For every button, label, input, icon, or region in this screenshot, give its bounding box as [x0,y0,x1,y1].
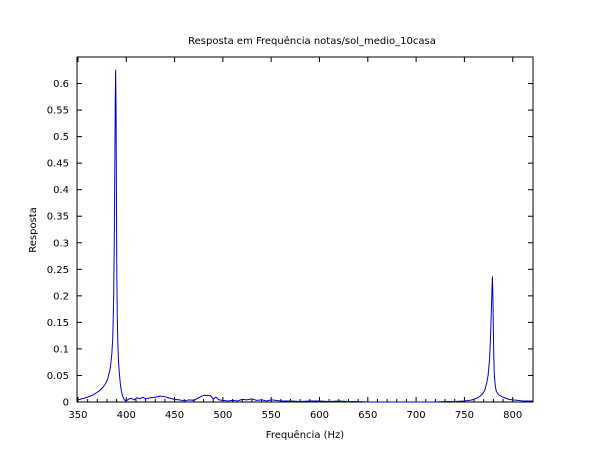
y-tick-label: 0.55 [47,106,69,117]
y-tick-label: 0.3 [53,238,69,249]
x-tick-label: 550 [262,410,281,421]
x-tick-label: 750 [455,410,474,421]
x-tick-label: 650 [358,410,377,421]
y-tick-label: 0.1 [53,344,69,355]
x-tick-label: 600 [310,410,329,421]
y-axis-ticks: 0 0.05 0.1 0.15 0.2 0.25 0.3 0.35 0.4 0.45 0.5 0.55… [47,79,533,409]
plot-area: 350 400 450 500 550 600 650 700 750 800 00.050.10… [47,56,534,421]
y-tick-label: 0.05 [47,371,69,382]
y-tick-label: 0 [63,398,69,409]
series-layer [76,69,533,403]
x-tick-label: 450 [165,410,184,421]
y-tick-label: 0.35 [47,212,69,223]
chart-title: Resposta em Frequência notas/sol_medio_1… [188,35,436,47]
x-axis-label: Frequência (Hz) [266,429,344,441]
plot-frame [76,56,534,403]
x-tick-label: 350 [68,410,87,421]
x-tick-label: 700 [407,410,426,421]
y-tick-label: 0.4 [53,185,69,196]
y-tick-label: 0.25 [47,265,69,276]
y-tick-label: 0.6 [53,79,69,90]
y-tick-label: 0.5 [53,132,69,143]
x-axis-ticks: 350 400 450 500 550 600 650 700 750 800 [68,57,522,421]
series-line-0 [76,69,533,403]
y-tick-label: 0.45 [47,159,69,170]
y-tick-label: 0.2 [53,291,69,302]
x-tick-label: 800 [503,410,522,421]
x-tick-label: 400 [117,410,136,421]
x-tick-label: 500 [213,410,232,421]
y-tick-label: 0.15 [47,318,69,329]
y-axis-label: Resposta [28,207,39,253]
